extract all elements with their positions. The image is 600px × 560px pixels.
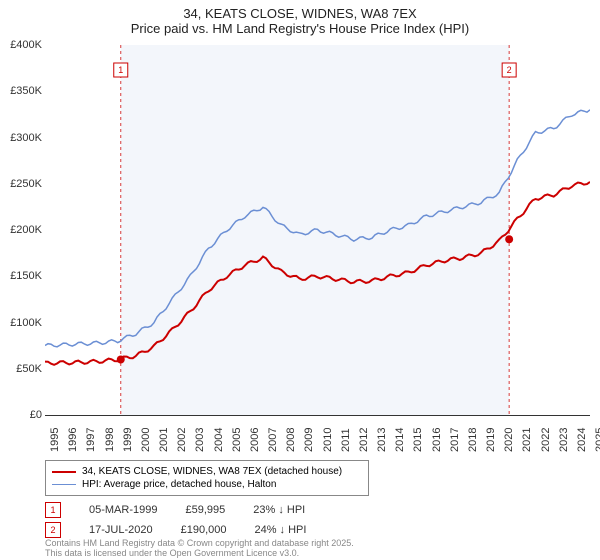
y-tick-label: £350K (2, 85, 42, 97)
legend-label: 34, KEATS CLOSE, WIDNES, WA8 7EX (detach… (82, 466, 342, 477)
x-tick-label: 2015 (412, 428, 424, 452)
sale-marker-2: 2 (45, 522, 61, 538)
legend-swatch (52, 471, 76, 473)
svg-text:1: 1 (118, 65, 123, 75)
y-tick-label: £300K (2, 132, 42, 144)
attribution-line-2: This data is licensed under the Open Gov… (45, 548, 354, 558)
x-tick-label: 2016 (431, 428, 443, 452)
x-tick-label: 2001 (158, 428, 170, 452)
attribution: Contains HM Land Registry data © Crown c… (45, 538, 354, 559)
legend-swatch (52, 484, 76, 486)
x-tick-label: 2005 (231, 428, 243, 452)
x-tick-label: 1998 (104, 428, 116, 452)
x-tick-label: 1995 (49, 428, 61, 452)
svg-text:2: 2 (507, 65, 512, 75)
sale-date: 05-MAR-1999 (89, 504, 157, 516)
y-tick-label: £200K (2, 224, 42, 236)
x-tick-label: 2019 (485, 428, 497, 452)
attribution-line-1: Contains HM Land Registry data © Crown c… (45, 538, 354, 548)
x-tick-label: 2004 (213, 428, 225, 452)
x-tick-label: 2011 (340, 428, 352, 452)
plot-area: 12 (45, 45, 590, 416)
sale-price: £190,000 (181, 524, 227, 536)
legend-item-hpi: HPI: Average price, detached house, Halt… (52, 478, 362, 491)
sale-date: 17-JUL-2020 (89, 524, 153, 536)
x-tick-label: 2008 (285, 428, 297, 452)
x-tick-label: 2003 (194, 428, 206, 452)
sale-vs-hpi: 23% ↓ HPI (253, 504, 305, 516)
legend-label: HPI: Average price, detached house, Halt… (82, 479, 276, 490)
chart-svg: 12 (45, 45, 590, 415)
x-tick-label: 2007 (267, 428, 279, 452)
x-tick-label: 2022 (540, 428, 552, 452)
x-tick-label: 1997 (85, 428, 97, 452)
legend: 34, KEATS CLOSE, WIDNES, WA8 7EX (detach… (45, 460, 369, 496)
x-tick-label: 1999 (122, 428, 134, 452)
x-tick-label: 2014 (394, 428, 406, 452)
legend-item-price-paid: 34, KEATS CLOSE, WIDNES, WA8 7EX (detach… (52, 465, 362, 478)
x-tick-label: 2025 (594, 428, 600, 452)
y-tick-label: £50K (2, 363, 42, 375)
title-line-2: Price paid vs. HM Land Registry's House … (0, 21, 600, 36)
chart-container: 34, KEATS CLOSE, WIDNES, WA8 7EX Price p… (0, 0, 600, 560)
y-tick-label: £400K (2, 39, 42, 51)
x-tick-label: 2021 (521, 428, 533, 452)
x-tick-label: 2000 (140, 428, 152, 452)
x-tick-label: 2018 (467, 428, 479, 452)
sale-price: £59,995 (185, 504, 225, 516)
x-tick-label: 1996 (67, 428, 79, 452)
sale-marker-1: 1 (45, 502, 61, 518)
y-tick-label: £0 (2, 409, 42, 421)
x-tick-label: 2024 (576, 428, 588, 452)
y-tick-label: £150K (2, 270, 42, 282)
x-tick-label: 2006 (249, 428, 261, 452)
sales-table: 1 05-MAR-1999 £59,995 23% ↓ HPI 2 17-JUL… (45, 500, 306, 540)
x-tick-label: 2017 (449, 428, 461, 452)
x-tick-label: 2010 (322, 428, 334, 452)
chart-title: 34, KEATS CLOSE, WIDNES, WA8 7EX Price p… (0, 0, 600, 36)
x-tick-label: 2023 (558, 428, 570, 452)
y-tick-label: £250K (2, 178, 42, 190)
x-tick-label: 2012 (358, 428, 370, 452)
x-tick-label: 2020 (503, 428, 515, 452)
x-tick-label: 2002 (176, 428, 188, 452)
y-tick-label: £100K (2, 317, 42, 329)
x-tick-label: 2013 (376, 428, 388, 452)
sale-vs-hpi: 24% ↓ HPI (254, 524, 306, 536)
sale-row-2: 2 17-JUL-2020 £190,000 24% ↓ HPI (45, 520, 306, 540)
sale-row-1: 1 05-MAR-1999 £59,995 23% ↓ HPI (45, 500, 306, 520)
x-tick-label: 2009 (303, 428, 315, 452)
title-line-1: 34, KEATS CLOSE, WIDNES, WA8 7EX (0, 6, 600, 21)
